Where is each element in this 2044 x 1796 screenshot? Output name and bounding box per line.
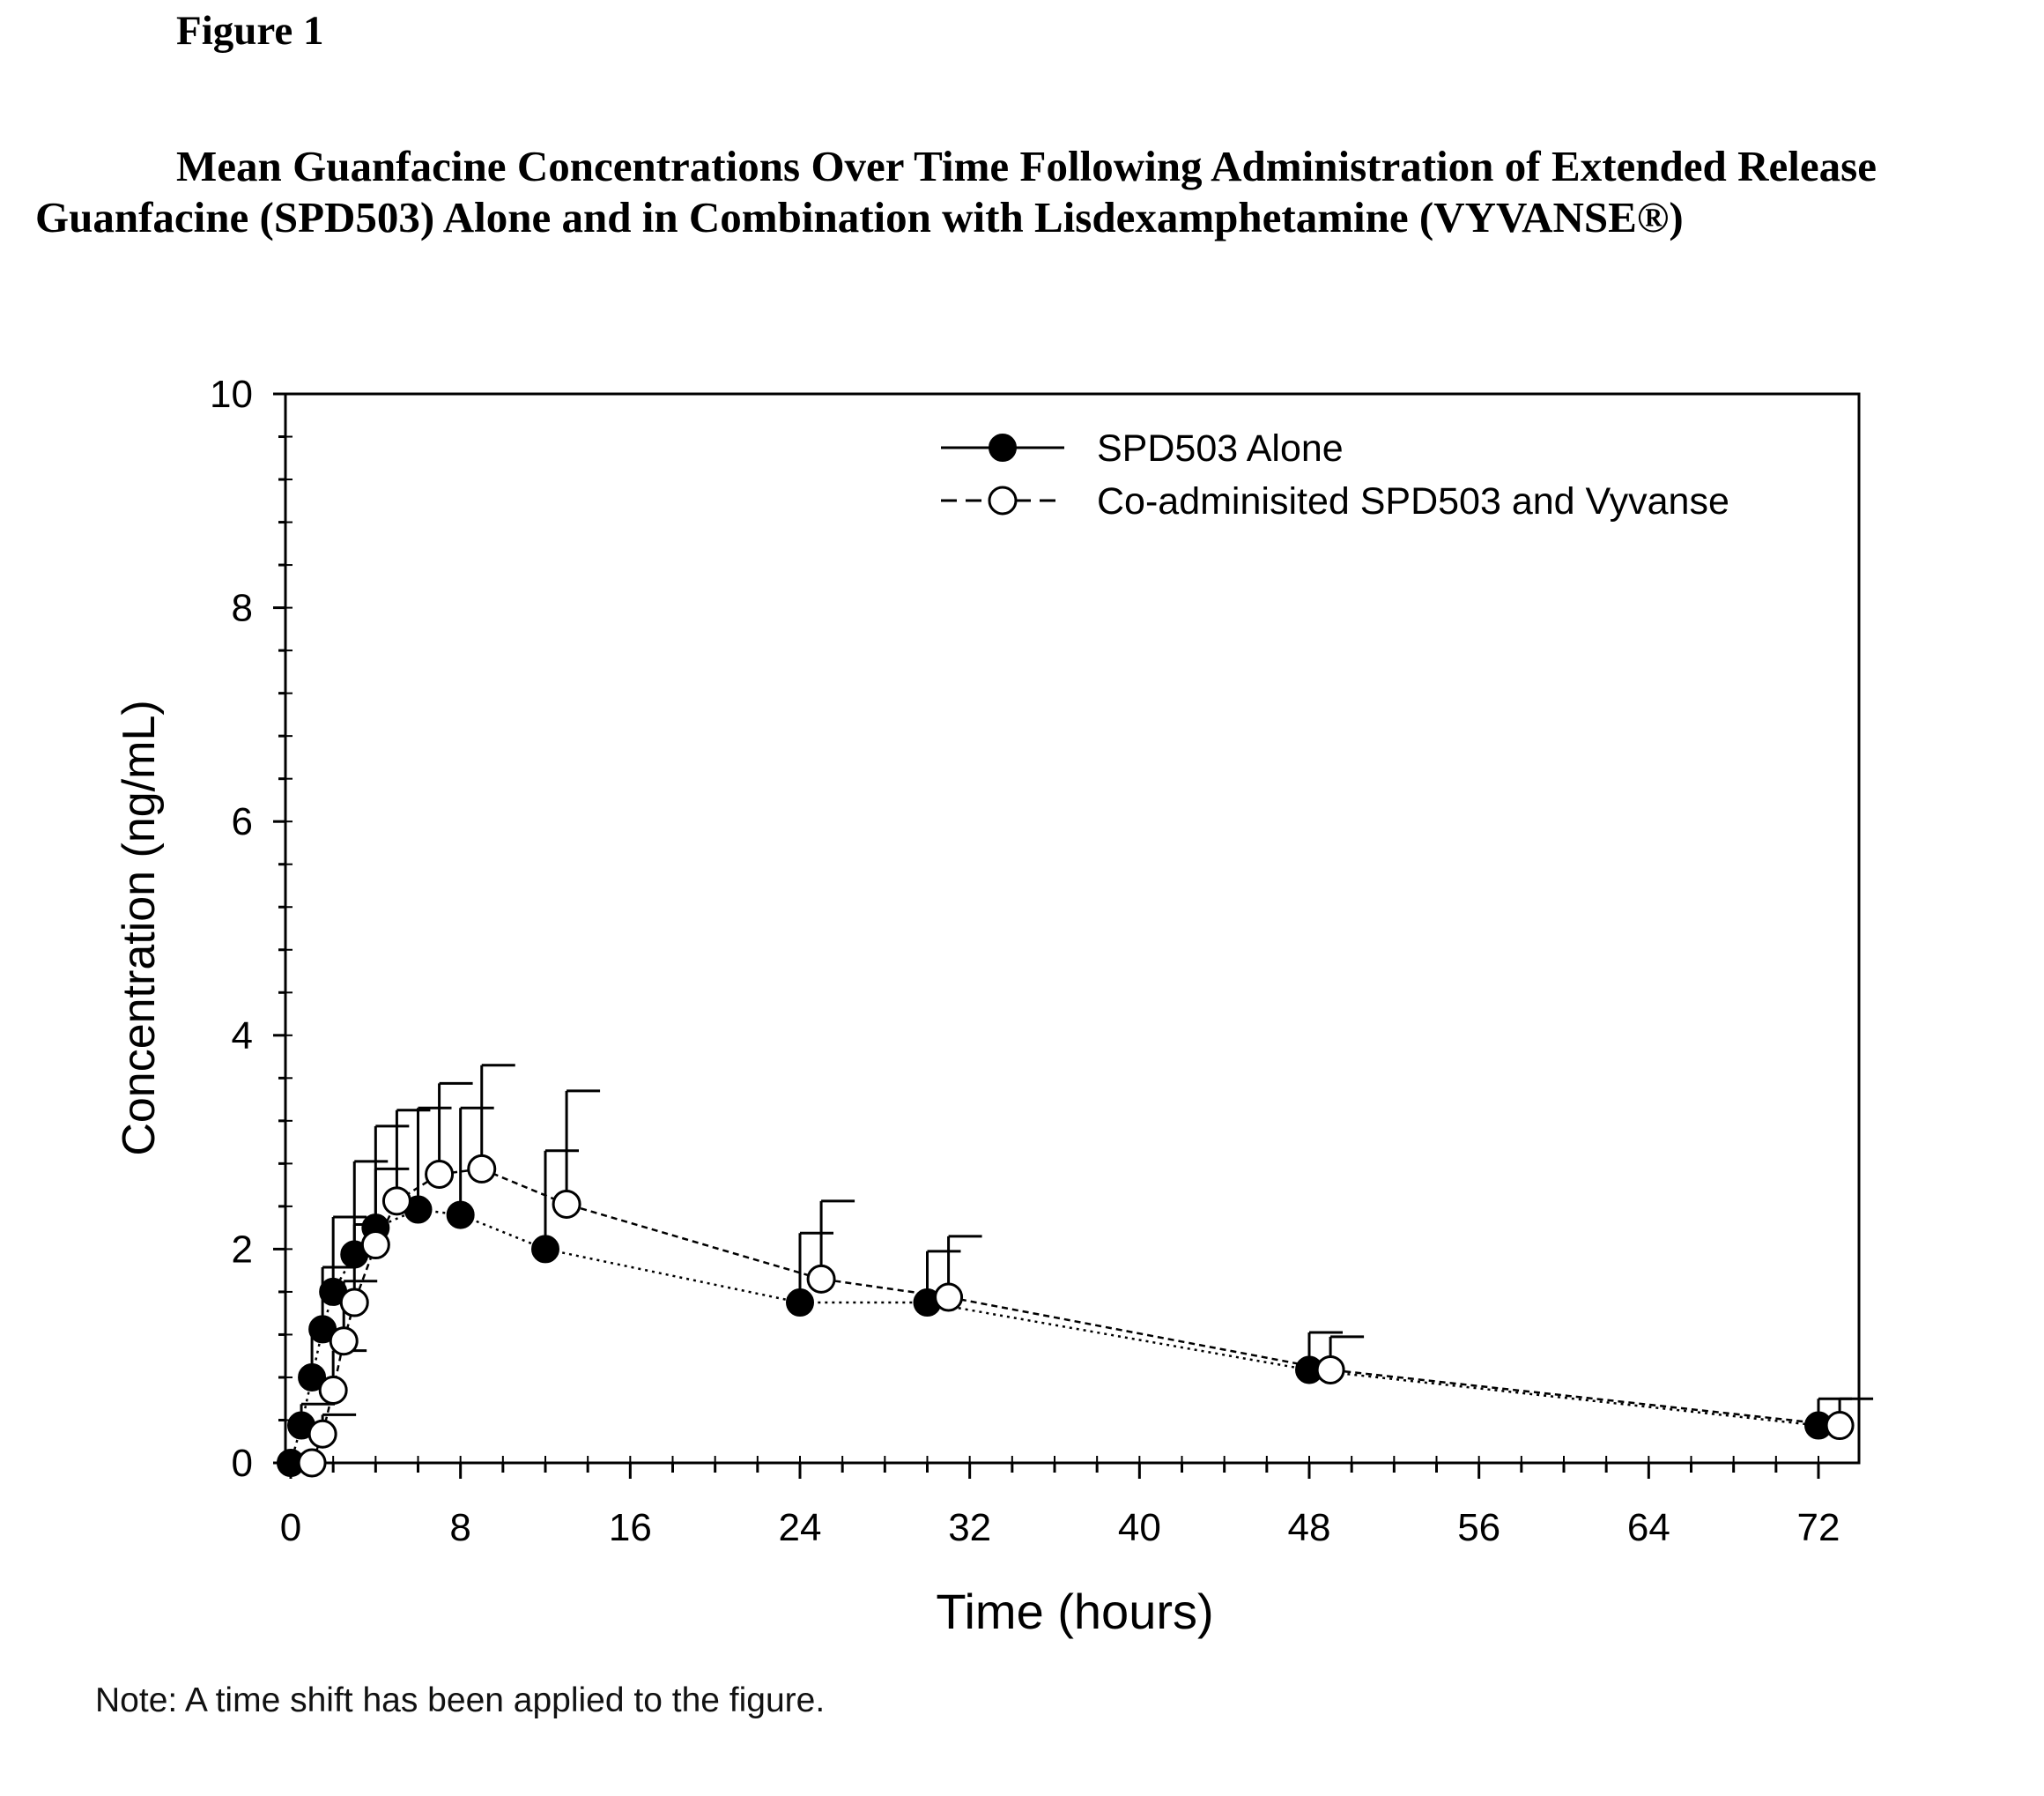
y-tick-label: 0 xyxy=(232,1442,253,1485)
series-1 xyxy=(297,1064,1874,1478)
x-tick-label: 72 xyxy=(1797,1506,1840,1549)
x-tick-label: 48 xyxy=(1288,1506,1331,1549)
data-point xyxy=(307,1419,337,1449)
y-tick-label: 6 xyxy=(232,800,253,843)
figure-label: Figure 1 xyxy=(176,8,324,54)
x-axis-title: Time (hours) xyxy=(936,1584,1213,1639)
x-tick-label: 0 xyxy=(280,1506,301,1549)
figure-note: Note: A time shift has been applied to t… xyxy=(95,1681,826,1719)
x-tick-label: 8 xyxy=(449,1506,470,1549)
x-tick-label: 24 xyxy=(779,1506,822,1549)
x-tick-label: 16 xyxy=(609,1506,652,1549)
x-tick-label: 32 xyxy=(948,1506,991,1549)
data-point xyxy=(339,1288,369,1317)
x-axis: 0 8 16 24 32 40 48 56 64 72 xyxy=(280,1456,1840,1549)
data-point xyxy=(318,1376,348,1406)
data-point xyxy=(329,1326,359,1356)
series-layer xyxy=(277,1064,1874,1478)
y-axis-title: Concentration (ng/mL) xyxy=(114,700,165,1155)
series-line xyxy=(289,1208,1819,1464)
legend-label-spd503: SPD503 Alone xyxy=(1097,427,1344,470)
y-tick-label: 8 xyxy=(232,587,253,630)
data-point xyxy=(425,1159,455,1189)
data-point xyxy=(552,1189,581,1219)
x-tick-label: 56 xyxy=(1457,1506,1500,1549)
legend: SPD503 Alone Co-adminisited SPD503 and V… xyxy=(941,427,1729,523)
data-point xyxy=(360,1230,390,1260)
plot-area xyxy=(284,392,1861,1465)
data-point xyxy=(1825,1411,1855,1441)
data-point xyxy=(1315,1354,1345,1384)
data-point xyxy=(806,1264,836,1294)
y-tick-label: 4 xyxy=(232,1014,253,1058)
data-point xyxy=(298,1362,327,1392)
data-point xyxy=(446,1200,475,1229)
figure-caption: Mean Guanfacine Concentrations Over Time… xyxy=(35,142,1877,241)
series-0 xyxy=(277,1106,1852,1477)
data-point xyxy=(381,1186,411,1216)
legend-marker-coadmin xyxy=(988,486,1018,516)
data-point xyxy=(467,1154,497,1184)
y-axis: 0 2 4 6 8 10 xyxy=(210,373,293,1485)
data-point xyxy=(531,1235,559,1264)
x-tick-label: 40 xyxy=(1118,1506,1161,1549)
legend-marker-spd503 xyxy=(989,434,1017,462)
data-point xyxy=(786,1288,814,1317)
y-tick-label: 2 xyxy=(232,1228,253,1271)
legend-label-coadmin: Co-adminisited SPD503 and Vyvanse xyxy=(1097,480,1729,523)
series-line xyxy=(310,1168,1840,1464)
plot-frame xyxy=(284,392,1861,1465)
y-tick-label: 10 xyxy=(210,373,253,416)
data-point xyxy=(934,1282,964,1312)
x-tick-label: 64 xyxy=(1627,1506,1670,1549)
data-point xyxy=(297,1448,327,1478)
